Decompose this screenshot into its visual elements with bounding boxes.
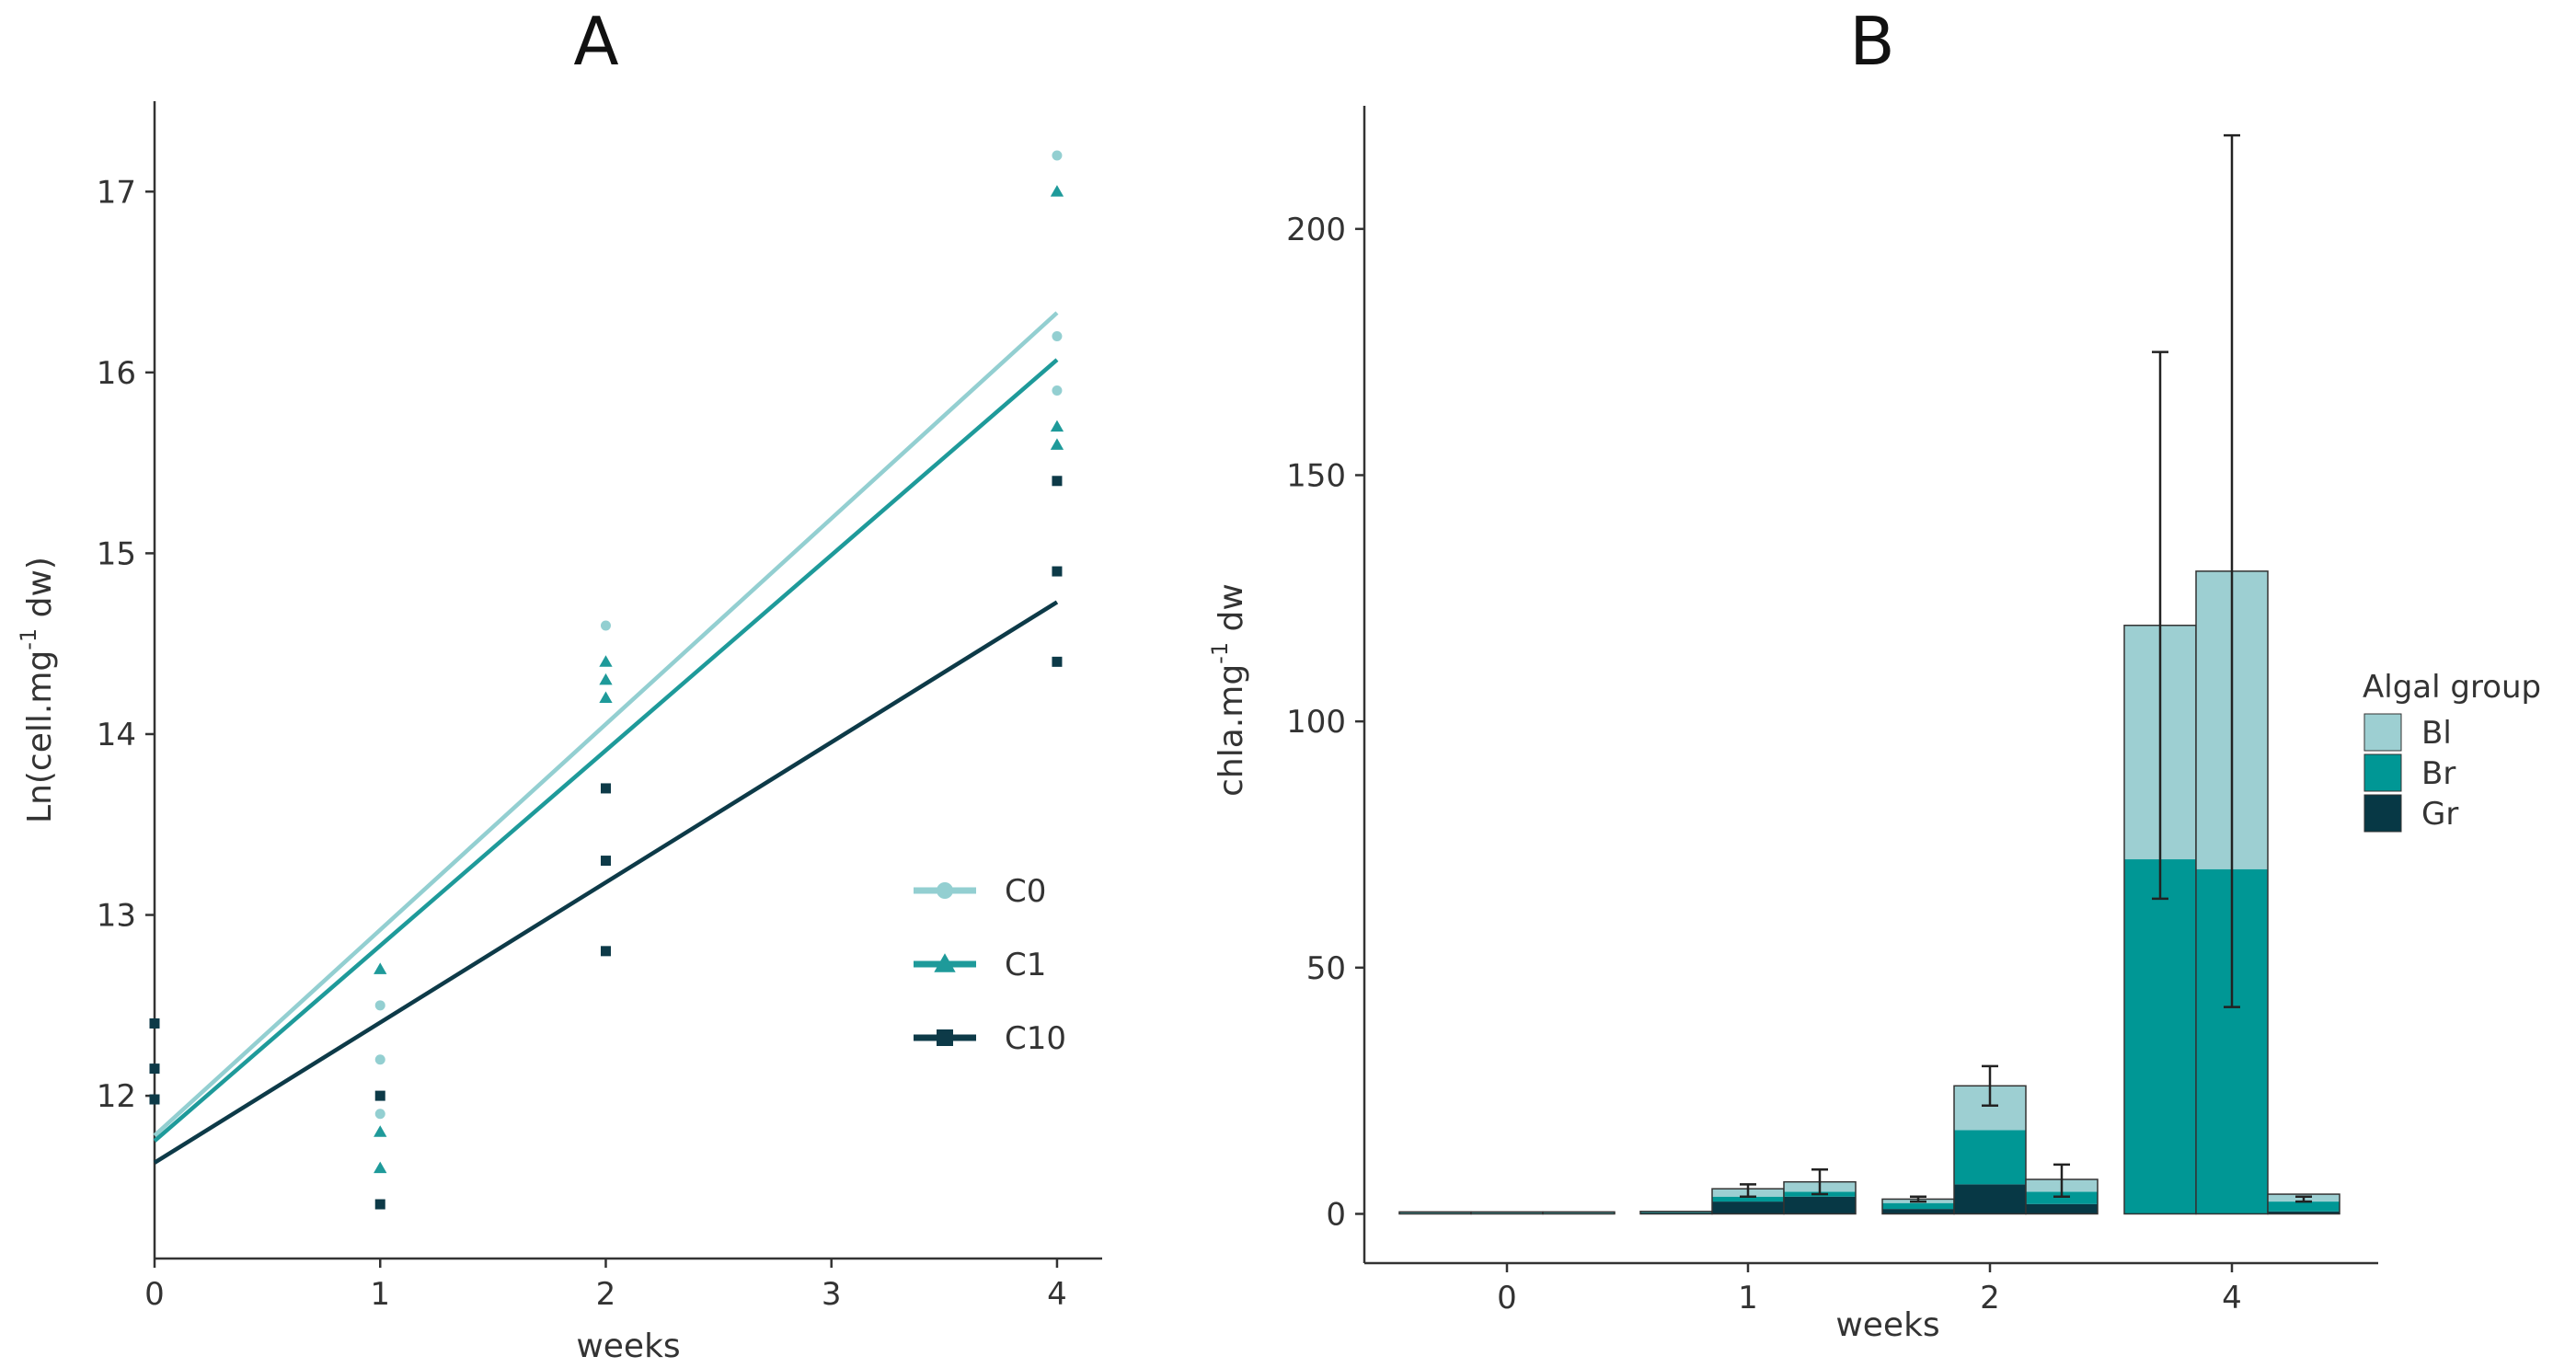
bar-segment-gr (2268, 1211, 2340, 1214)
data-point-c1 (1050, 420, 1064, 432)
data-point-c0 (1052, 150, 1063, 161)
panel-b-label: B (1849, 3, 1894, 80)
x-tick-label: 0 (1497, 1280, 1517, 1316)
data-point-c1 (1050, 185, 1064, 197)
data-point-c10 (374, 1090, 385, 1101)
y-tick-label: 13 (97, 898, 136, 935)
legend-key-marker (937, 1029, 953, 1046)
panel-a-y-axis-title: Ln(cell.mg-1 dw) (16, 557, 59, 823)
bar-segment-gr (1640, 1212, 1712, 1214)
y-tick-label: 150 (1286, 457, 1346, 494)
panel-a-label: A (573, 3, 618, 80)
bar-segment-br (1712, 1196, 1784, 1202)
y-tick-label: 12 (97, 1078, 136, 1115)
bar-segment-br (1954, 1130, 2026, 1185)
panel-a-x-axis-title: weeks (576, 1328, 680, 1365)
x-tick-label: 2 (596, 1276, 616, 1313)
panel-b-stacked-bar-chart: B 0 50 100 150 200 0 1 2 4 weeks chla.mg-1 dw A… (1207, 3, 2541, 1344)
panel-a-points (149, 150, 1064, 1210)
data-point-c10 (600, 946, 611, 957)
y-tick-label: 100 (1286, 704, 1346, 741)
bar-segment-gr (1954, 1184, 2026, 1214)
y-tick-label: 14 (97, 717, 136, 753)
data-point-c1 (374, 1161, 387, 1174)
panel-b-legend-title: Algal group (2363, 669, 2541, 706)
data-point-c10 (374, 1199, 385, 1210)
panel-a-y-ticks: 12 13 14 15 16 17 (97, 174, 155, 1115)
data-point-c0 (374, 1054, 385, 1065)
data-point-c0 (374, 1109, 385, 1120)
data-point-c0 (374, 1000, 385, 1011)
y-tick-label: 15 (97, 535, 136, 572)
data-point-c0 (1052, 385, 1063, 396)
panel-b-x-axis-title: weeks (1835, 1306, 1939, 1344)
legend-label-c1: C1 (1005, 947, 1046, 983)
bar-segment-br (1640, 1212, 1712, 1213)
data-point-c0 (1052, 331, 1063, 342)
legend-label-bl: Bl (2421, 715, 2452, 752)
legend-label-gr: Gr (2421, 796, 2458, 833)
data-point-c10 (1052, 476, 1063, 487)
data-point-c1 (374, 962, 387, 974)
data-point-c10 (600, 783, 611, 794)
bar-outline (2267, 1193, 2340, 1215)
x-tick-label: 3 (822, 1276, 842, 1313)
bar-segment-gr (1712, 1201, 1784, 1214)
x-tick-label: 4 (2222, 1280, 2242, 1316)
data-point-c10 (600, 856, 611, 867)
fit-line-c10 (153, 600, 1059, 1165)
y-tick-label: 200 (1286, 212, 1346, 248)
legend-swatch-gr (2363, 794, 2402, 833)
data-point-c10 (1052, 566, 1063, 577)
x-tick-label: 2 (1980, 1280, 2000, 1316)
panel-b-y-axis-title: chla.mg-1 dw (1207, 583, 1250, 797)
panel-a-legend: C0 C1 C10 (914, 873, 1066, 1057)
legend-label-c0: C0 (1005, 873, 1046, 910)
data-point-c10 (149, 1063, 160, 1075)
data-point-c10 (149, 1094, 160, 1105)
bar-segment-gr (1882, 1209, 1954, 1214)
fit-line-c1 (153, 358, 1059, 1143)
fit-line-c0 (153, 311, 1059, 1138)
bar-segment-br (1882, 1202, 1954, 1210)
data-point-c0 (600, 620, 611, 631)
x-tick-label: 1 (1738, 1280, 1758, 1316)
y-tick-label: 17 (97, 174, 136, 211)
bar-segment-br (2026, 1191, 2098, 1204)
legend-key-marker (934, 953, 956, 972)
bar-segment-gr (1784, 1196, 1856, 1214)
data-point-c1 (599, 673, 613, 685)
data-point-c10 (1052, 656, 1063, 667)
x-tick-label: 0 (144, 1276, 165, 1313)
data-point-c1 (599, 691, 613, 704)
panel-b-y-ticks: 0 50 100 150 200 (1286, 212, 1364, 1233)
legend-label-c10: C10 (1005, 1020, 1066, 1057)
panel-a-x-ticks: 0 1 2 3 4 (144, 1259, 1067, 1313)
panel-b-error-bars (1740, 133, 2312, 1203)
data-point-c1 (374, 1125, 387, 1137)
data-point-c1 (599, 655, 613, 667)
data-point-c1 (1050, 438, 1064, 450)
data-point-c10 (149, 1017, 160, 1029)
panel-a-fit-lines (153, 311, 1059, 1165)
legend-swatch-br (2363, 753, 2402, 792)
legend-label-br: Br (2421, 755, 2455, 792)
y-tick-label: 16 (97, 355, 136, 392)
panel-b-bars (1398, 570, 2340, 1215)
bar-outline (1542, 1211, 1616, 1215)
bar-segment-br (2124, 859, 2196, 1214)
x-tick-label: 4 (1047, 1276, 1067, 1313)
legend-key-marker (937, 882, 953, 899)
legend-swatch-bl (2363, 713, 2402, 752)
x-tick-label: 1 (370, 1276, 390, 1313)
y-tick-label: 50 (1306, 950, 1346, 987)
bar-segment-gr (2026, 1203, 2098, 1214)
bar-segment-br (2268, 1201, 2340, 1212)
y-tick-label: 0 (1326, 1196, 1346, 1233)
panel-b-x-ticks: 0 1 2 4 (1497, 1263, 2242, 1316)
